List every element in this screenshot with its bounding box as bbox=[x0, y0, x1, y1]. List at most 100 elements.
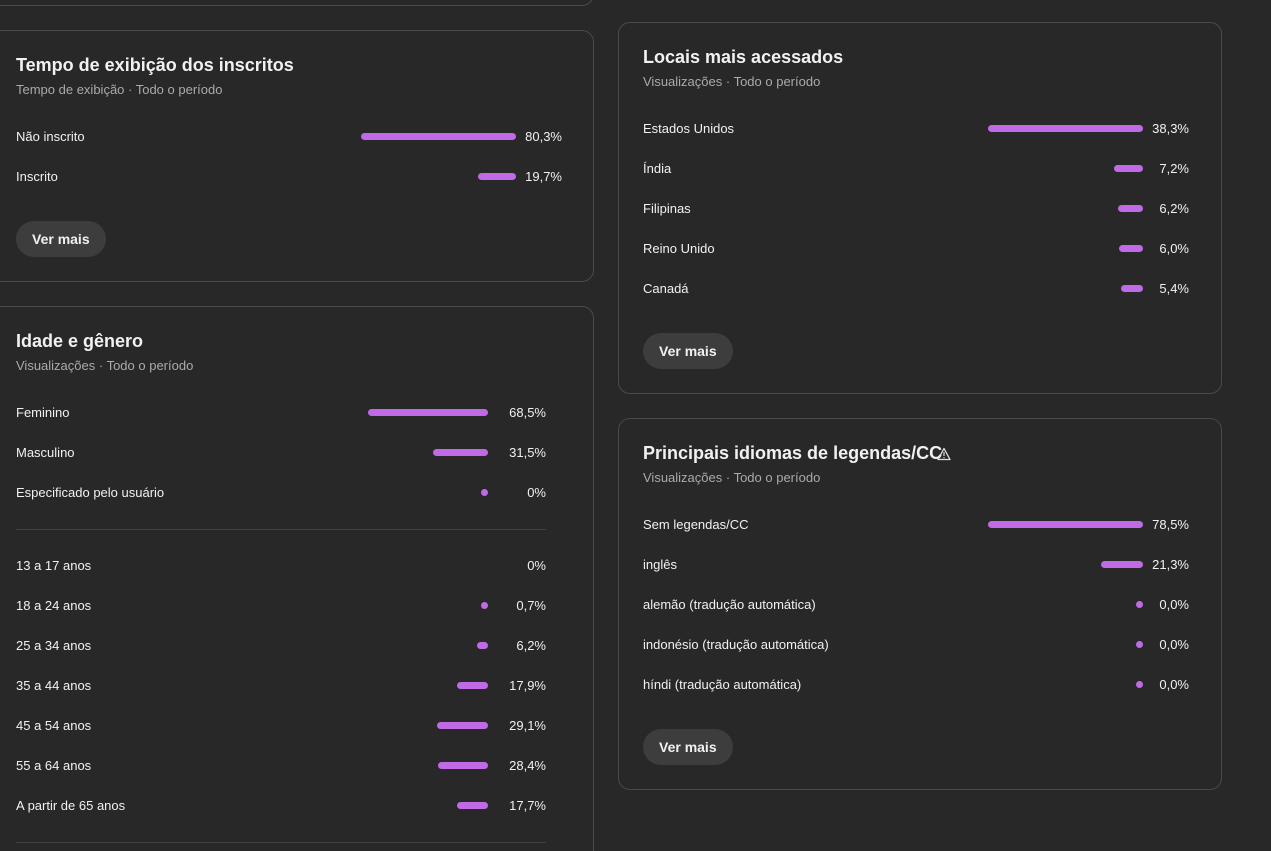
bar-row: 55 a 64 anos 28,4% bbox=[16, 756, 546, 776]
card-subtitle: Visualizações · Todo o período bbox=[16, 358, 194, 373]
row-label: 35 a 44 anos bbox=[16, 678, 92, 693]
card-subtitle: Visualizações · Todo o período bbox=[643, 74, 821, 89]
percentage-bar bbox=[457, 802, 488, 809]
row-value: 19,7% bbox=[525, 169, 562, 184]
percentage-dot bbox=[1136, 641, 1143, 648]
row-value: 17,9% bbox=[509, 678, 546, 693]
card-subtitle: Visualizações · Todo o período bbox=[643, 470, 821, 485]
row-value: 80,3% bbox=[525, 129, 562, 144]
row-label: Feminino bbox=[16, 405, 70, 420]
percentage-bar bbox=[361, 133, 516, 140]
bar-row: híndi (tradução automática) 0,0% bbox=[643, 675, 1189, 695]
caption-languages-card: Principais idiomas de legendas/CC Visual… bbox=[618, 418, 1222, 790]
row-label: 25 a 34 anos bbox=[16, 638, 92, 653]
bar-row: Reino Unido 6,0% bbox=[643, 239, 1189, 259]
row-label: 18 a 24 anos bbox=[16, 598, 92, 613]
card-title: Principais idiomas de legendas/CC bbox=[643, 443, 943, 463]
row-value: 38,3% bbox=[1152, 121, 1189, 136]
row-label: Canadá bbox=[643, 281, 689, 296]
row-label: Masculino bbox=[16, 445, 75, 460]
bar-row: inglês 21,3% bbox=[643, 555, 1189, 575]
top-locations-card: Locais mais acessados Visualizações · To… bbox=[618, 22, 1222, 394]
row-label: Estados Unidos bbox=[643, 121, 735, 136]
bar-row: Especificado pelo usuário 0% bbox=[16, 483, 546, 503]
row-value: 0,0% bbox=[1159, 637, 1189, 652]
row-label: A partir de 65 anos bbox=[16, 798, 126, 813]
row-label: inglês bbox=[643, 557, 677, 572]
bar-row: A partir de 65 anos 17,7% bbox=[16, 796, 546, 816]
percentage-bar bbox=[433, 449, 488, 456]
row-value: 6,0% bbox=[1159, 241, 1189, 256]
card-title: Locais mais acessados bbox=[643, 47, 844, 67]
row-value: 6,2% bbox=[1159, 201, 1189, 216]
see-more-button[interactable]: Ver mais bbox=[643, 729, 733, 765]
bar-row: 18 a 24 anos 0,7% bbox=[16, 596, 546, 616]
percentage-bar bbox=[1119, 245, 1143, 252]
percentage-dot bbox=[481, 489, 488, 496]
see-more-button[interactable]: Ver mais bbox=[643, 333, 733, 369]
percentage-bar bbox=[457, 682, 488, 689]
card-title: Idade e gênero bbox=[16, 331, 144, 351]
row-value: 7,2% bbox=[1159, 161, 1189, 176]
row-value: 5,4% bbox=[1159, 281, 1189, 296]
row-value: 0% bbox=[527, 485, 546, 500]
bar-row: 25 a 34 anos 6,2% bbox=[16, 636, 546, 656]
subscribers-watch-time-card: Tempo de exibição dos inscritos Tempo de… bbox=[0, 30, 594, 282]
partial-card-top bbox=[0, 0, 594, 6]
row-label: 45 a 54 anos bbox=[16, 718, 92, 733]
row-label: Índia bbox=[643, 161, 672, 176]
section-divider-bottom bbox=[16, 842, 546, 843]
row-label: 55 a 64 anos bbox=[16, 758, 92, 773]
bar-row: 35 a 44 anos 17,9% bbox=[16, 676, 546, 696]
percentage-bar bbox=[1101, 561, 1143, 568]
bar-row: Feminino 68,5% bbox=[16, 403, 546, 423]
row-label: híndi (tradução automática) bbox=[643, 677, 802, 692]
warning-triangle-icon[interactable] bbox=[937, 447, 951, 461]
percentage-bar bbox=[1121, 285, 1143, 292]
row-label: Não inscrito bbox=[16, 129, 85, 144]
row-label: indonésio (tradução automática) bbox=[643, 637, 829, 652]
row-label: Reino Unido bbox=[643, 241, 715, 256]
bar-row: Não inscrito 80,3% bbox=[16, 127, 562, 147]
card-title: Tempo de exibição dos inscritos bbox=[16, 55, 294, 75]
bar-row: alemão (tradução automática) 0,0% bbox=[643, 595, 1189, 615]
bar-row: Índia 7,2% bbox=[643, 159, 1189, 179]
percentage-bar bbox=[368, 409, 488, 416]
bar-row: Filipinas 6,2% bbox=[643, 199, 1189, 219]
percentage-dot bbox=[1136, 681, 1143, 688]
row-label: Especificado pelo usuário bbox=[16, 485, 165, 500]
row-value: 17,7% bbox=[509, 798, 546, 813]
row-label: alemão (tradução automática) bbox=[643, 597, 816, 612]
percentage-bar bbox=[1114, 165, 1143, 172]
row-value: 31,5% bbox=[509, 445, 546, 460]
row-value: 0% bbox=[527, 558, 546, 573]
bar-row: indonésio (tradução automática) 0,0% bbox=[643, 635, 1189, 655]
row-value: 0,0% bbox=[1159, 597, 1189, 612]
bar-row: 45 a 54 anos 29,1% bbox=[16, 716, 546, 736]
percentage-bar bbox=[988, 521, 1143, 528]
row-label: Sem legendas/CC bbox=[643, 517, 749, 532]
bar-row: 13 a 17 anos 0% bbox=[16, 556, 546, 576]
bar-row: Inscrito 19,7% bbox=[16, 167, 562, 187]
row-value: 0,7% bbox=[516, 598, 546, 613]
bar-row: Sem legendas/CC 78,5% bbox=[643, 515, 1189, 535]
card-subtitle: Tempo de exibição · Todo o período bbox=[16, 82, 223, 97]
bar-row: Canadá 5,4% bbox=[643, 279, 1189, 299]
percentage-dot bbox=[481, 602, 488, 609]
percentage-dot bbox=[1136, 601, 1143, 608]
row-label: Filipinas bbox=[643, 201, 691, 216]
section-divider bbox=[16, 529, 546, 530]
row-value: 68,5% bbox=[509, 405, 546, 420]
percentage-bar bbox=[988, 125, 1143, 132]
row-value: 0,0% bbox=[1159, 677, 1189, 692]
percentage-bar bbox=[437, 722, 488, 729]
row-value: 29,1% bbox=[509, 718, 546, 733]
bar-row: Masculino 31,5% bbox=[16, 443, 546, 463]
age-gender-card: Idade e gênero Visualizações · Todo o pe… bbox=[0, 306, 594, 851]
see-more-button[interactable]: Ver mais bbox=[16, 221, 106, 257]
row-value: 6,2% bbox=[516, 638, 546, 653]
row-label: Inscrito bbox=[16, 169, 58, 184]
percentage-bar bbox=[477, 642, 488, 649]
row-label: 13 a 17 anos bbox=[16, 558, 92, 573]
